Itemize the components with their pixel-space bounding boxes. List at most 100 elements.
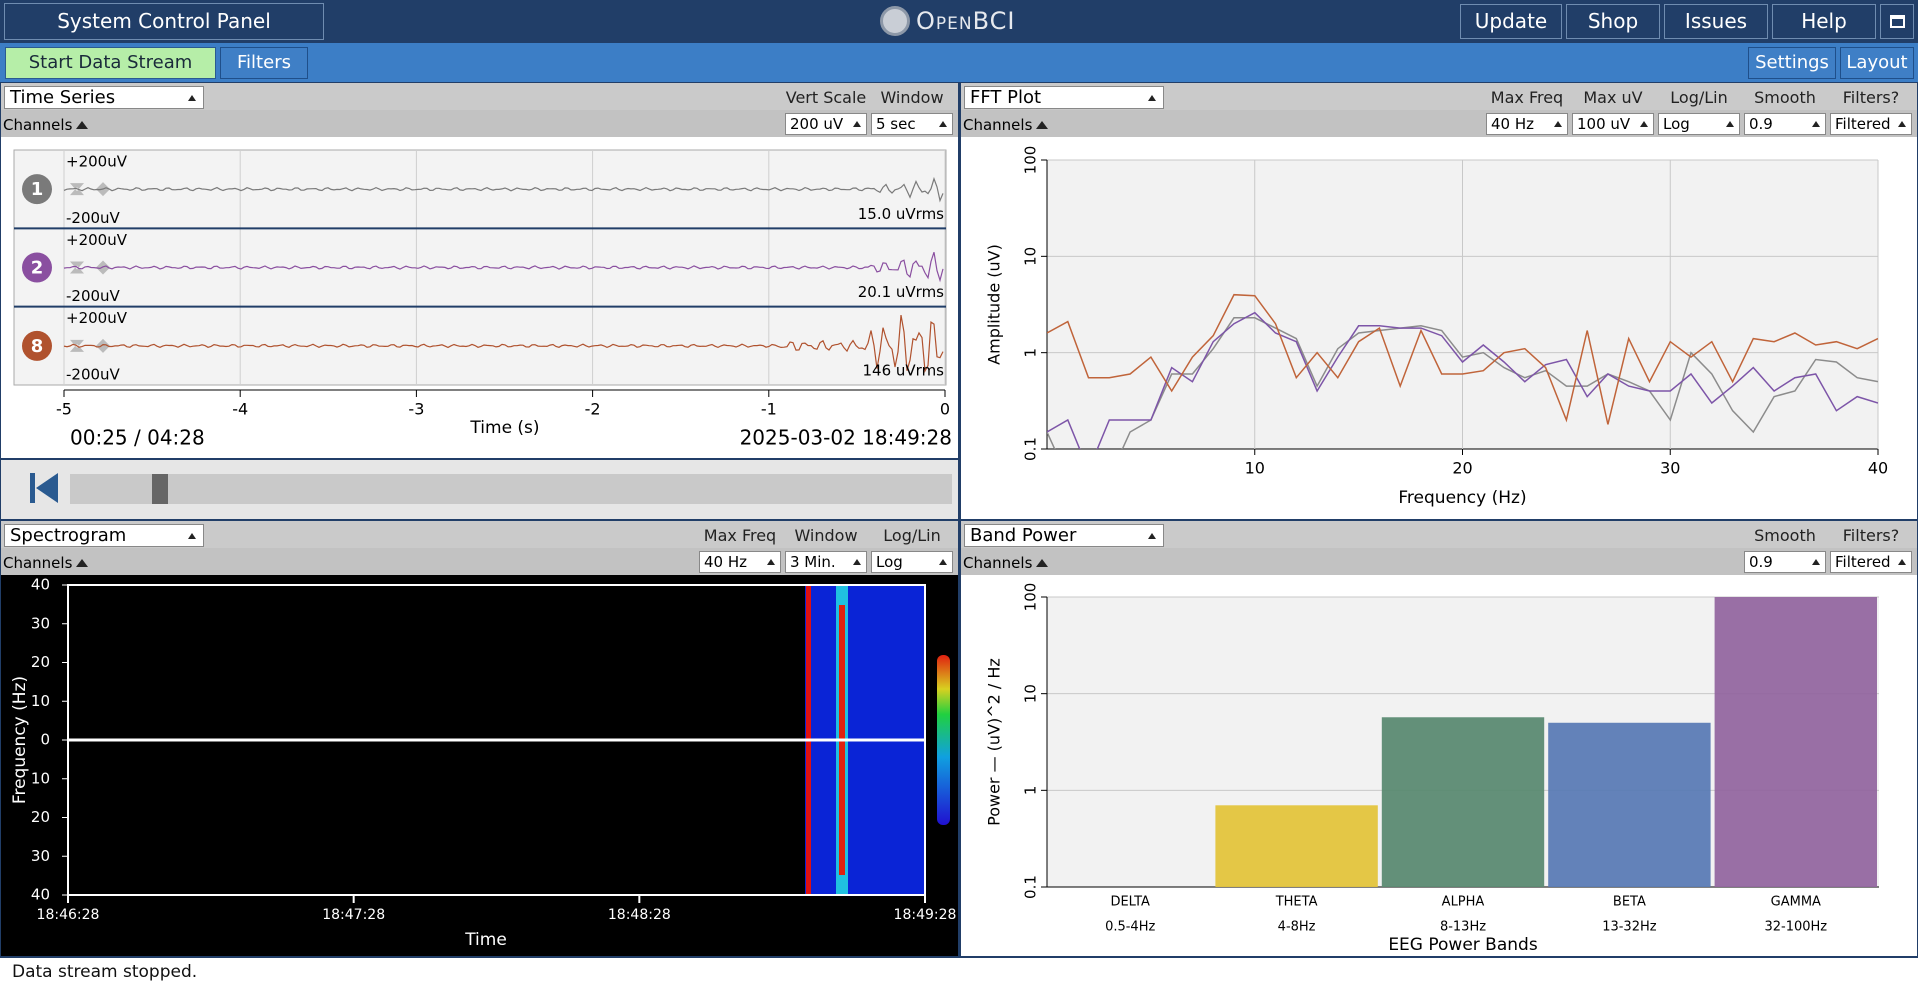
widget-selector[interactable]: Band Power bbox=[964, 524, 1164, 547]
y-tick-label: 0.1 bbox=[1022, 875, 1040, 899]
band-range: 4-8Hz bbox=[1278, 920, 1316, 935]
fft-line bbox=[1047, 293, 1878, 425]
start-stream-button[interactable]: Start Data Stream bbox=[5, 47, 216, 79]
nav-button[interactable]: Help bbox=[1772, 4, 1876, 39]
caret bbox=[1898, 121, 1906, 127]
band-name: THETA bbox=[1275, 895, 1318, 910]
y-tick-label: 10 bbox=[1022, 684, 1040, 703]
control-dropdown[interactable]: 0.9 bbox=[1744, 551, 1826, 573]
band-bar bbox=[1381, 717, 1545, 887]
control-dropdown[interactable]: 200 uV bbox=[785, 113, 867, 135]
caret bbox=[1036, 559, 1049, 567]
y-tick-label: 30 bbox=[31, 847, 50, 865]
plot-background bbox=[13, 149, 947, 386]
x-axis-label: Time bbox=[464, 930, 507, 950]
playback-track bbox=[70, 474, 952, 504]
rms-label: 15.0 uVrms bbox=[858, 205, 944, 223]
control-dropdown[interactable]: 100 uV bbox=[1572, 113, 1654, 135]
control-dropdown[interactable]: 40 Hz bbox=[1486, 113, 1568, 135]
x-tick-label: 18:46:28 bbox=[37, 907, 100, 923]
control-label: Window bbox=[880, 88, 944, 107]
elapsed-time: 00:25 / 04:28 bbox=[70, 426, 205, 450]
settings-button[interactable]: Settings bbox=[1748, 47, 1836, 79]
scale-top-label: +200uV bbox=[66, 153, 128, 171]
control-dropdown[interactable]: 5 sec bbox=[871, 113, 953, 135]
channels-toggle[interactable]: Channels bbox=[3, 114, 90, 136]
timestamp: 2025-03-02 18:49:28 bbox=[740, 426, 952, 450]
control-dropdown[interactable]: 0.9 bbox=[1744, 113, 1826, 135]
channel-badge bbox=[22, 330, 52, 361]
nav-button[interactable]: Shop bbox=[1566, 4, 1660, 39]
caret bbox=[188, 95, 196, 101]
y-tick-label: 100 bbox=[1022, 583, 1040, 612]
channel-number: 8 bbox=[31, 336, 44, 357]
x-tick-label: 18:48:28 bbox=[608, 907, 671, 923]
widget-selector[interactable]: Spectrogram bbox=[4, 524, 204, 547]
control-label: Smooth bbox=[1754, 88, 1816, 107]
channel-icon bbox=[70, 182, 110, 197]
caret bbox=[853, 559, 861, 565]
band-range: 32-100Hz bbox=[1764, 920, 1827, 935]
nav-button[interactable]: Issues bbox=[1664, 4, 1768, 39]
x-tick-label: -1 bbox=[761, 400, 777, 419]
caret bbox=[1812, 121, 1820, 127]
scale-bottom-label: -200uV bbox=[66, 366, 121, 384]
x-tick-label: 18:49:28 bbox=[894, 907, 957, 923]
layout-button[interactable]: Layout bbox=[1840, 47, 1914, 79]
scale-bottom-label: -200uV bbox=[66, 287, 121, 305]
x-tick-label: 20 bbox=[1452, 459, 1472, 478]
x-tick-label: 18:47:28 bbox=[322, 907, 385, 923]
control-dropdown[interactable]: Filtered bbox=[1830, 551, 1912, 573]
caret bbox=[767, 559, 775, 565]
y-tick-label: 20 bbox=[31, 653, 50, 671]
caret bbox=[1640, 121, 1648, 127]
menu-button[interactable] bbox=[1880, 4, 1914, 39]
x-axis-label: Frequency (Hz) bbox=[1398, 488, 1526, 508]
control-dropdown[interactable]: Log bbox=[1658, 113, 1740, 135]
caret bbox=[1898, 559, 1906, 565]
channel-number: 1 bbox=[31, 179, 44, 200]
band-range: 0.5-4Hz bbox=[1105, 920, 1155, 935]
channels-toggle[interactable]: Channels bbox=[963, 114, 1050, 136]
logo-icon bbox=[880, 6, 910, 36]
band-range: 13-32Hz bbox=[1602, 920, 1657, 935]
band-bar bbox=[1215, 805, 1378, 887]
waveform bbox=[63, 314, 944, 373]
y-tick-label: 40 bbox=[31, 576, 50, 594]
top-bar bbox=[0, 0, 1918, 43]
x-tick-label: 30 bbox=[1660, 459, 1680, 478]
channels-toggle[interactable]: Channels bbox=[3, 552, 90, 574]
widget-selector[interactable]: FFT Plot bbox=[964, 86, 1164, 109]
rewind-button[interactable] bbox=[30, 473, 58, 503]
control-dropdown[interactable]: Filtered bbox=[1830, 113, 1912, 135]
x-axis-label: Time (s) bbox=[469, 418, 539, 438]
widget-selector[interactable]: Time Series bbox=[4, 86, 204, 109]
control-dropdown[interactable]: 40 Hz bbox=[699, 551, 781, 573]
channels-toggle[interactable]: Channels bbox=[963, 552, 1050, 574]
channel-badge bbox=[22, 174, 52, 205]
control-label: Max Freq bbox=[703, 526, 777, 545]
nav-button[interactable]: Update bbox=[1460, 4, 1562, 39]
filters-button[interactable]: Filters bbox=[220, 47, 308, 79]
status-bar: Data stream stopped. bbox=[0, 958, 1918, 987]
caret bbox=[853, 121, 861, 127]
control-label: Log/Lin bbox=[1670, 88, 1728, 107]
control-label: Smooth bbox=[1754, 526, 1816, 545]
y-axis-label: Amplitude (uV) bbox=[985, 244, 1004, 365]
control-dropdown[interactable]: Log bbox=[871, 551, 953, 573]
x-tick-label: 40 bbox=[1868, 459, 1888, 478]
x-tick-label: -2 bbox=[585, 400, 601, 419]
waveform bbox=[63, 176, 944, 203]
y-axis-label: Power — (uV)^2 / Hz bbox=[985, 658, 1004, 826]
caret bbox=[1148, 95, 1156, 101]
app-title-button[interactable]: System Control Panel bbox=[4, 3, 324, 40]
band-name: BETA bbox=[1613, 895, 1646, 910]
caret bbox=[939, 121, 947, 127]
x-tick-label: 10 bbox=[1245, 459, 1265, 478]
band-range: 8-13Hz bbox=[1440, 920, 1486, 935]
scale-top-label: +200uV bbox=[66, 231, 128, 249]
playback-thumb[interactable] bbox=[152, 474, 168, 504]
control-label: Window bbox=[794, 526, 858, 545]
control-dropdown[interactable]: 3 Min. bbox=[785, 551, 867, 573]
y-tick-label: 100 bbox=[1022, 146, 1040, 175]
